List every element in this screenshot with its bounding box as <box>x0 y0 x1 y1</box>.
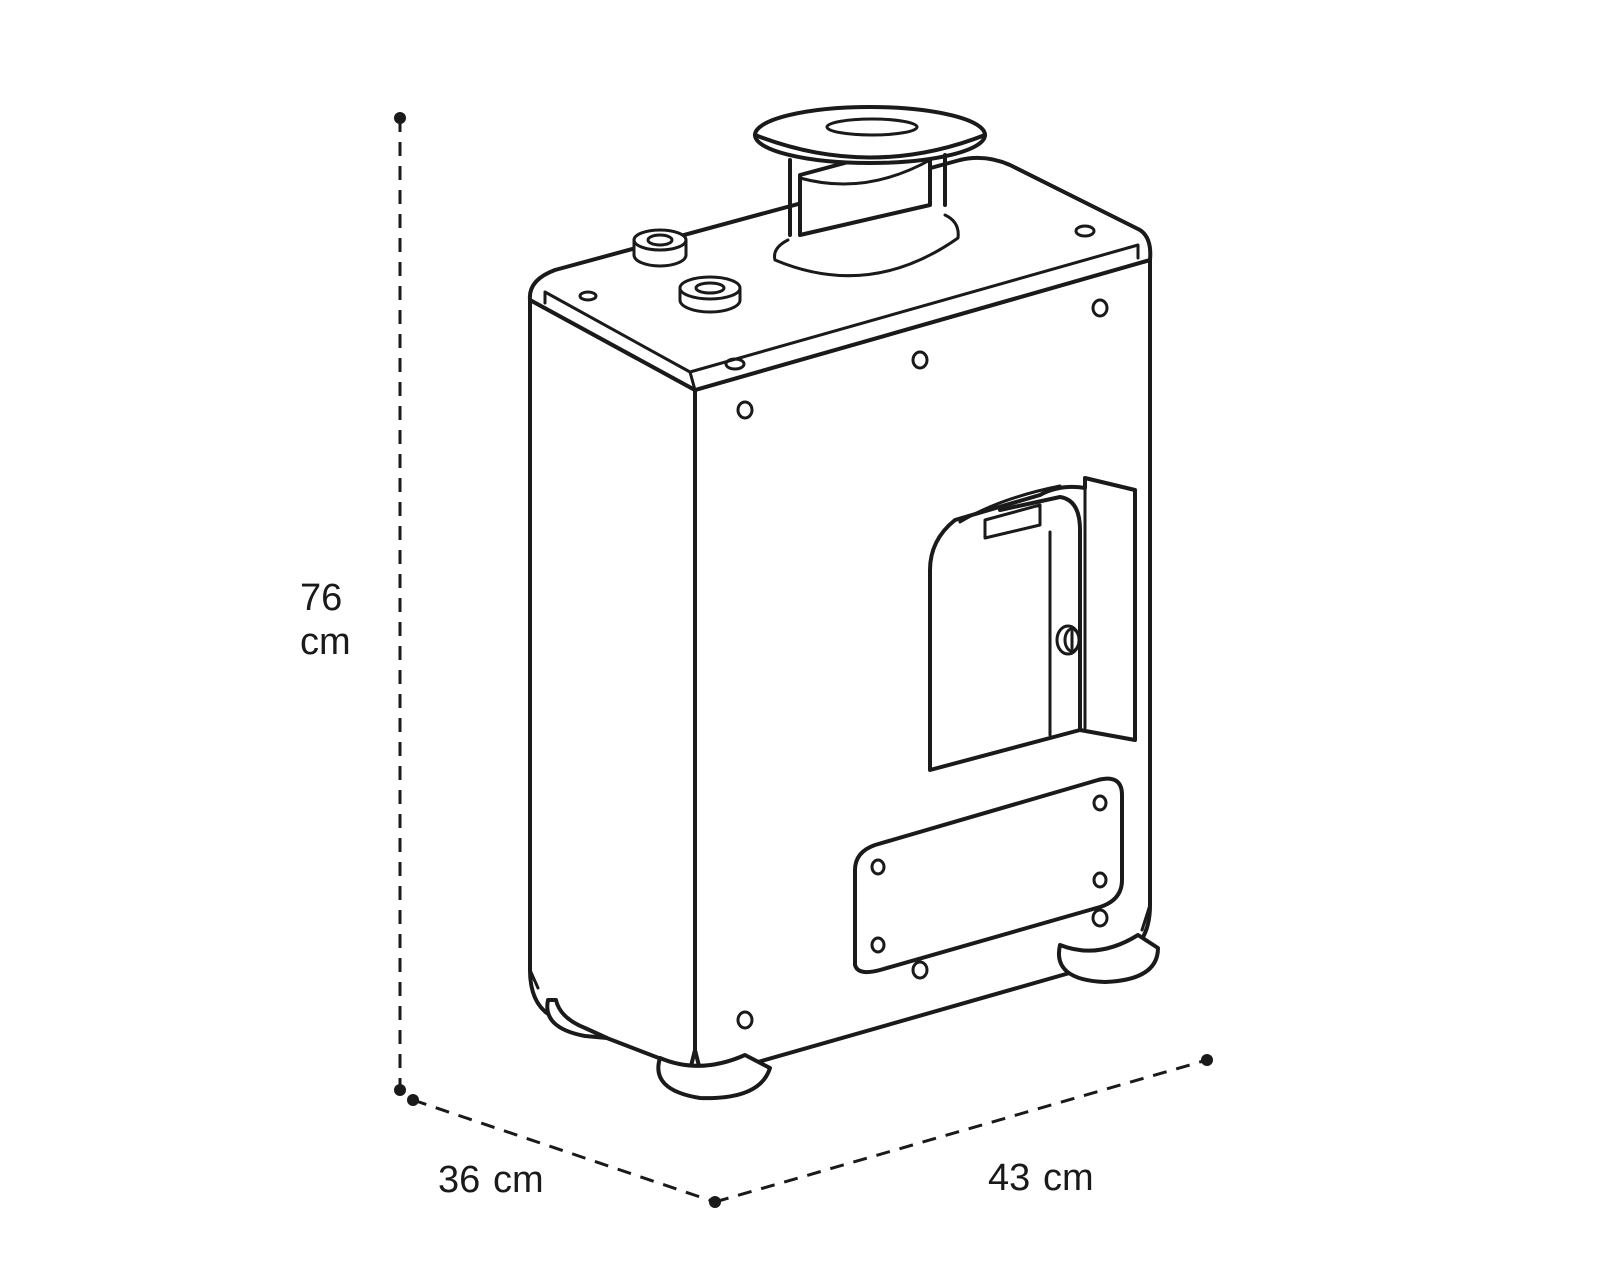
dim-height-unit: cm <box>300 621 351 663</box>
product-dimension-diagram: 76 cm 36 cm 43 cm <box>0 0 1600 1280</box>
appliance-drawing <box>530 107 1158 1098</box>
top-port-2 <box>680 277 740 312</box>
dim-width-value: 43 <box>988 1157 1030 1199</box>
dim-height-value: 76 <box>300 577 342 619</box>
body-left-face <box>530 300 695 1070</box>
top-port-1 <box>634 230 686 266</box>
dim-depth-value: 36 <box>438 1159 480 1201</box>
dim-width-unit: cm <box>1043 1157 1094 1199</box>
control-housing <box>930 478 1135 770</box>
dim-depth-unit: cm <box>493 1159 544 1201</box>
dim-width-line <box>715 1060 1207 1202</box>
